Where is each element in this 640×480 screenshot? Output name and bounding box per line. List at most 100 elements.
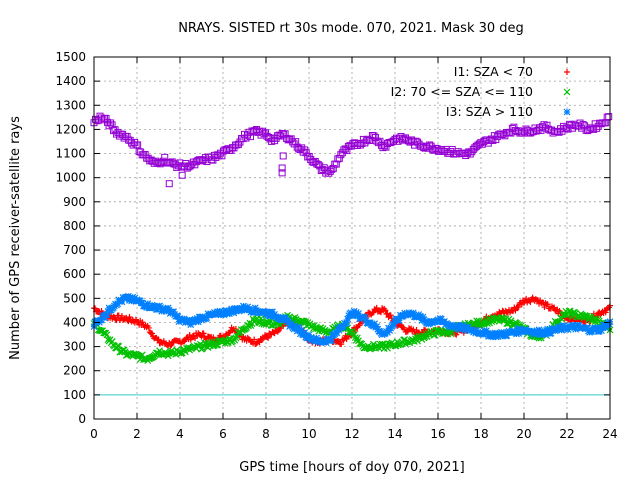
y-axis-ticks: 0 100 200 300 400 500 600 700 800 900 1000 1100 1200… [55,50,610,426]
data-point [373,304,380,311]
series-i3-sza-110 [90,292,614,347]
data-point [134,141,142,149]
data-point [328,337,335,345]
data-point [602,309,609,316]
data-point [112,316,119,323]
data-point [344,315,352,323]
data-point [189,318,197,326]
data-point [217,311,225,319]
legend: I1: SZA < 70 I2: 70 <= SZA <= 110 I3: SZA … [391,64,571,119]
y-tick-label: 1400 [55,74,86,88]
series-i4 [90,112,613,177]
legend-label: I1: SZA < 70 [454,64,533,79]
y-tick-label: 900 [63,195,86,209]
data-point [558,326,566,334]
data-point [557,323,564,331]
data-point [338,341,345,348]
data-point [409,309,417,317]
data-point [570,321,577,329]
x-tick-label: 16 [430,427,445,441]
data-point [228,305,236,313]
data-point [453,325,461,333]
data-point [154,306,161,313]
data-point [347,309,355,317]
data-point [164,304,172,312]
x-tick-label: 18 [473,427,488,441]
data-point [101,314,109,322]
y-tick-label: 1000 [55,171,86,185]
y-tick-label: 1200 [55,122,86,136]
data-point [599,324,606,332]
data-point [533,327,541,335]
data-point [130,296,138,304]
data-point [92,305,99,312]
data-point [355,309,362,317]
data-point [102,114,110,122]
data-point [489,333,497,341]
data-point [187,344,195,352]
data-point [138,299,146,307]
y-tick-label: 100 [63,388,86,402]
data-point [597,327,605,335]
y-tick-label: 0 [78,412,86,426]
data-point [265,334,272,341]
data-point [444,321,452,328]
data-point [194,318,202,326]
chart-title: NRAYS. SISTED rt 30s mode. 070, 2021. Ma… [178,21,524,36]
data-point [376,308,383,315]
data-point [542,331,549,338]
data-point [390,320,398,328]
data-point [145,324,152,331]
legend-marker [564,69,570,75]
data-point [167,342,174,349]
x-tick-label: 22 [559,427,574,441]
data-point [595,327,603,335]
data-point [413,327,420,334]
data-point [271,330,278,337]
y-tick-label: 400 [63,315,86,329]
data-point [244,303,252,311]
x-tick-label: 20 [516,427,531,441]
data-point [602,324,610,332]
data-point [544,301,551,308]
data-point [144,300,152,307]
data-point [527,298,534,305]
x-tick-label: 0 [90,427,98,441]
data-point [428,317,435,325]
x-tick-label: 14 [387,427,402,441]
data-point [128,297,136,305]
data-point [472,329,480,337]
data-point [352,309,360,316]
data-point [456,325,463,333]
outlier-point [165,180,173,188]
outlier-point [278,169,286,177]
data-point [551,304,558,311]
data-point [200,330,207,337]
data-point [264,308,272,316]
data-point [512,307,519,314]
y-tick-label: 600 [63,267,86,281]
data-point [373,323,381,330]
data-point [605,113,613,121]
x-tick-label: 12 [344,427,359,441]
data-point [601,321,609,329]
data-point [100,329,108,337]
data-point [170,308,177,316]
data-point [256,339,263,346]
data-point [104,308,112,315]
outlier-point [279,152,287,160]
data-point [220,311,228,319]
data-point [198,316,205,324]
legend-marker [563,108,571,116]
data-point [350,307,358,315]
data-point [162,307,170,315]
data-point [243,306,251,314]
data-point [537,331,545,339]
y-tick-label: 1300 [55,98,86,112]
data-point [418,316,426,324]
outlier-point [178,171,186,179]
data-point [351,311,359,319]
data-point [482,327,490,335]
data-point [538,327,546,335]
